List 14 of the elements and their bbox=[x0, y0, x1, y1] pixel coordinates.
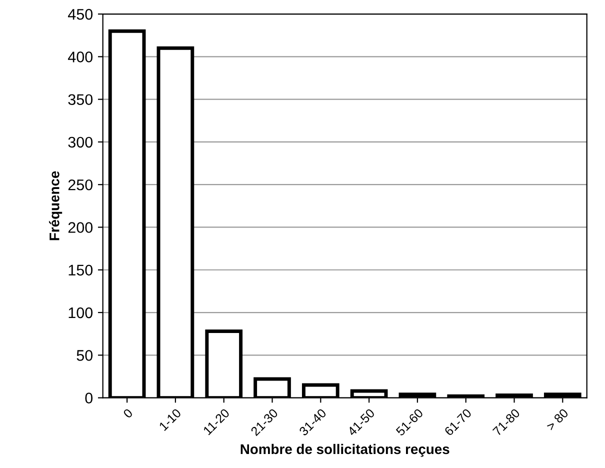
x-axis-title: Nombre de sollicitations reçues bbox=[240, 444, 450, 457]
x-tick-label: > 80 bbox=[546, 408, 569, 432]
y-tick-label: 400 bbox=[68, 52, 93, 62]
y-tick-label: 100 bbox=[68, 307, 93, 318]
y-tick-label: 350 bbox=[68, 94, 93, 106]
y-tick-label: 250 bbox=[68, 179, 93, 190]
y-tick-label: 200 bbox=[68, 222, 93, 233]
y-tick-label: 300 bbox=[68, 136, 93, 148]
y-tick-label: 50 bbox=[76, 350, 93, 361]
y-tick-label: 0 bbox=[85, 392, 93, 404]
y-tick-label: 150 bbox=[68, 264, 93, 276]
y-tick-label: 450 bbox=[68, 8, 93, 20]
x-tick-label: 0 bbox=[122, 408, 134, 419]
y-axis-title: Fréquence bbox=[49, 171, 62, 240]
